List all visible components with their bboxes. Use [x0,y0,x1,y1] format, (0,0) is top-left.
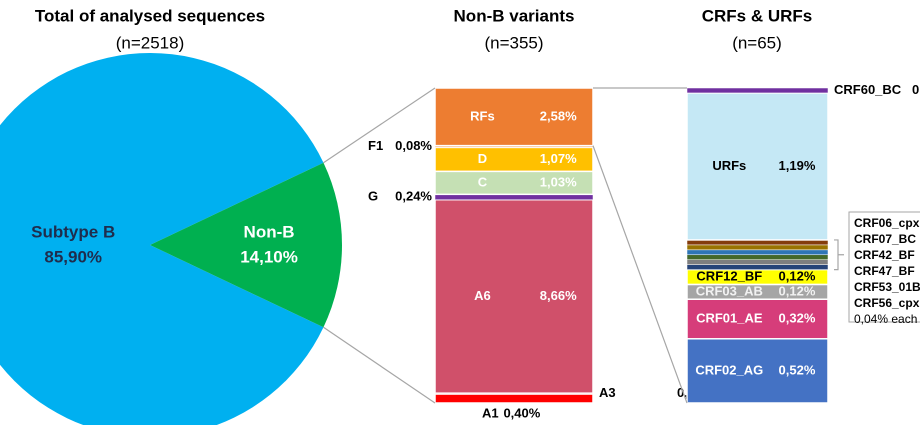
chart-subtitle: (n=2518) [116,33,185,52]
slice-label: Subtype B [31,222,115,241]
group-item: CRF06_cpx [854,216,920,230]
group-note: 0,04% each [854,312,917,326]
group-item: CRF47_BF [854,264,915,278]
group-item: CRF42_BF [854,248,915,262]
segment-value: 1,19% [779,158,816,173]
bar-segment [434,87,594,147]
segment-label: RFs [470,108,495,123]
bar-segment [686,254,829,260]
connector [323,326,436,404]
group-item: CRF53_01B [854,280,920,294]
segment-label: CRF12_BF [696,268,762,283]
pie-slice [0,53,324,425]
segment-value: 0,24% [395,188,432,203]
bar-segment [434,198,594,394]
chart-subtitle: (n=355) [484,33,543,52]
chart-subtitle: (n=65) [732,33,782,52]
segment-label: G [368,188,378,203]
segment-label: A1 [482,405,499,420]
segment-label: CRF01_AE [696,310,763,325]
slice-value: 14,10% [240,247,298,266]
segment-value: 0,40% [503,405,540,420]
chart-title: Non-B variants [454,6,575,25]
connector [323,87,436,164]
segment-label: A3 [599,385,616,400]
segment-value: 0,12% [779,283,816,298]
bar-segment [686,249,829,256]
chart-title: Total of analysed sequences [35,6,265,25]
segment-value: 0,32% [779,310,816,325]
chart-title: CRFs & URFs [702,6,813,25]
segment-value: 1,03% [540,174,577,189]
bar-segment [434,393,594,404]
segment-label: A6 [474,288,491,303]
group-box [848,211,920,323]
segment-value: 0,08% [395,138,432,153]
segment-label: C [478,174,488,189]
bar-segment [686,87,829,94]
connector [592,145,688,404]
segment-value: 8,66% [540,288,577,303]
slice-value: 85,90% [44,247,102,266]
segment-label: URFs [712,158,746,173]
segment-label: CRF60_BC [834,82,902,97]
pie-slice [150,162,343,328]
group-item: CRF56_cpx [854,296,920,310]
bar-segment [686,259,829,265]
segment-value: 0,12% [779,268,816,283]
group-item: CRF07_BC [854,232,916,246]
bar-segment [434,194,594,200]
slice-label: Non-B [244,222,295,241]
bar-segment [686,92,829,241]
segment-value: 2,58% [540,108,577,123]
segment-label: F1 [368,138,383,153]
bar-segment [686,264,829,270]
bar-segment [686,244,829,251]
segment-value: 0,52% [779,362,816,377]
segment-value: 1,07% [540,151,577,166]
group-bracket [834,239,844,271]
segment-label: D [478,151,487,166]
segment-label: CRF03_AB [696,283,763,298]
segment-label: CRF02_AG [695,362,763,377]
segment-value: 0,04% [912,82,920,97]
